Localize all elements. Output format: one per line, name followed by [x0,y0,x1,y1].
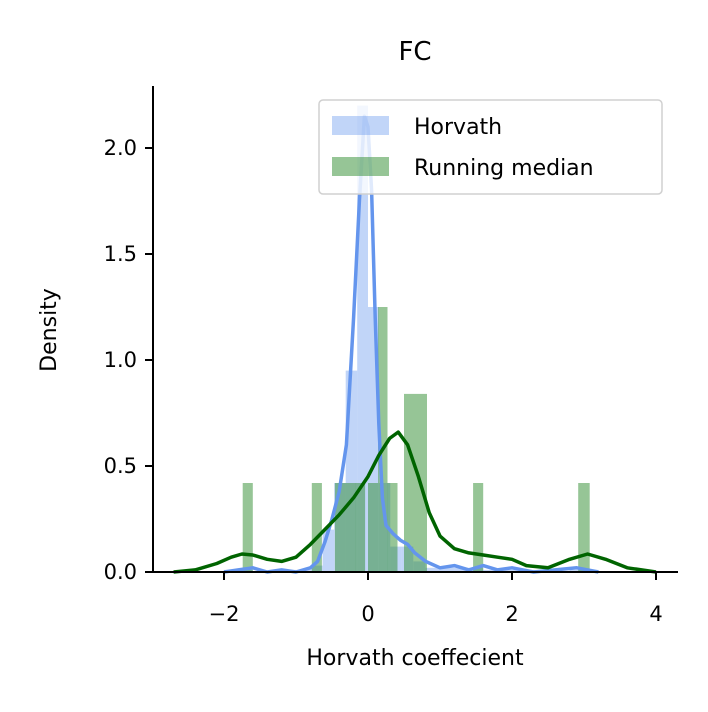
y-axis-label: Density [37,288,62,372]
running-median-bar [578,483,590,572]
horvath-bar [357,105,368,572]
x-tick-label: 4 [649,602,662,626]
chart-title: FC [398,37,431,67]
x-tick-label: 0 [361,602,374,626]
legend-frame [318,99,663,195]
y-tick-label: 0.5 [104,454,137,478]
x-tick-label: −2 [209,602,240,626]
y-tick-label: 2.0 [104,136,137,160]
running-median-kde-line [173,430,657,574]
horvath-bar [425,567,455,572]
running-median-bar [242,483,253,572]
y-axis-ticks: 0.0 0.5 1.0 1.5 2.0 [104,136,153,584]
running-median-bar [378,307,388,572]
legend: Horvath Running median [318,99,663,195]
x-axis-label: Horvath coeffecient [306,646,524,671]
running-median-bar [473,483,484,572]
legend-swatch-running-median [332,157,389,176]
y-tick-label: 1.5 [104,242,137,266]
y-tick-label: 0.0 [104,560,137,584]
running-median-bar [311,483,322,572]
horvath-bar [345,370,358,572]
legend-label-running-median: Running median [414,156,594,181]
legend-swatch-horvath [332,116,389,135]
x-axis-ticks: −2 0 2 4 [209,572,663,626]
running-median-bar [355,483,366,572]
running-median-bar [404,393,427,572]
running-median-bar [387,483,398,572]
running-median-bar [368,483,379,572]
x-tick-label: 2 [505,602,518,626]
horvath-bar [322,529,335,572]
running-median-bar [334,483,345,572]
horvath-kde-line [223,114,599,574]
legend-label-horvath: Horvath [414,115,502,140]
running-median-histogram [242,307,590,572]
running-median-bar [345,483,356,572]
y-tick-label: 1.0 [104,348,137,372]
horvath-bar [368,307,379,572]
